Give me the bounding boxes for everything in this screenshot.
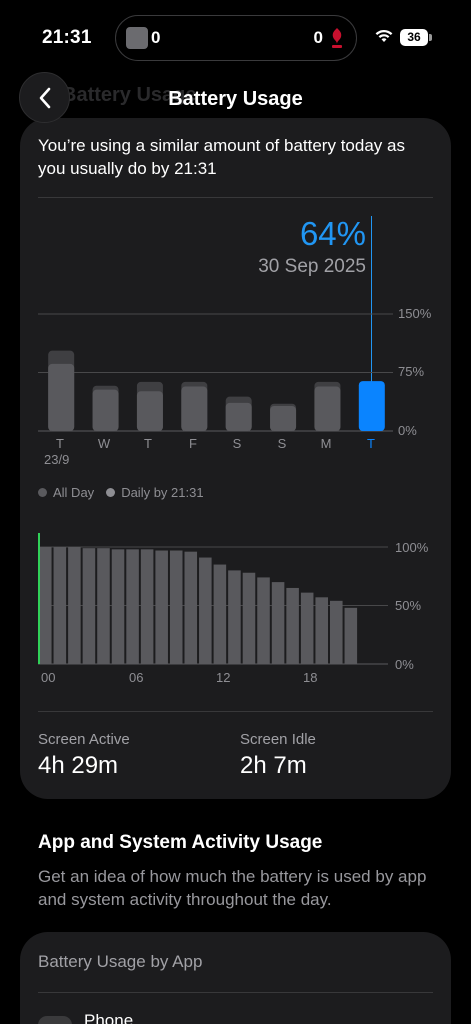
- week-start-date: 23/9: [44, 452, 70, 467]
- divider: [38, 992, 433, 993]
- hourly-xtick: 06: [129, 670, 144, 685]
- legend-label: All Day: [53, 485, 95, 500]
- divider: [38, 197, 433, 198]
- hourly-xtick: 12: [216, 670, 231, 685]
- screen-idle-label: Screen Idle: [240, 731, 316, 748]
- screen-idle-value: 2h 7m: [240, 752, 307, 779]
- hourly-ytick-50: 50%: [395, 598, 422, 613]
- section-description: Get an idea of how much the battery is u…: [38, 867, 427, 909]
- weekly-ytick-75: 75%: [398, 364, 425, 379]
- legend-label: Daily by 21:31: [121, 485, 204, 500]
- day-label[interactable]: T: [56, 436, 64, 451]
- app-row-name[interactable]: Phone: [84, 1011, 134, 1024]
- hourly-ytick-100: 100%: [395, 540, 429, 555]
- chart-legend: All Day Daily by 21:31: [38, 485, 204, 500]
- battery-level: 36: [400, 29, 428, 46]
- legend-item-daily-by: Daily by 21:31: [106, 485, 204, 500]
- usage-by-app-title: Battery Usage by App: [38, 952, 203, 971]
- selected-day-percentage: 64%: [299, 215, 366, 252]
- selection-indicator-line: [371, 216, 372, 382]
- divider: [38, 711, 433, 712]
- page-title: Battery Usage: [168, 88, 303, 110]
- day-label[interactable]: W: [97, 436, 111, 451]
- day-label[interactable]: S: [232, 436, 242, 451]
- weekly-ytick-0: 0%: [398, 423, 417, 438]
- live-activity-thumbnail: [126, 27, 148, 49]
- collapsed-large-title: Battery Usage: [62, 84, 197, 106]
- live-activity-left-score: 0: [151, 28, 161, 47]
- live-activity-right-score: 0: [313, 28, 323, 47]
- screen-active-label: Screen Active: [38, 731, 130, 748]
- usage-by-app-card: [20, 932, 451, 1024]
- day-label-selected[interactable]: T: [367, 436, 375, 451]
- hourly-xtick: 18: [303, 670, 318, 685]
- day-label[interactable]: F: [189, 436, 197, 451]
- status-time: 21:31: [42, 27, 92, 48]
- liverpool-crest-icon: [332, 28, 342, 48]
- day-label[interactable]: M: [320, 436, 332, 451]
- weekly-ytick-150: 150%: [398, 306, 432, 321]
- section-title: App and System Activity Usage: [38, 832, 323, 853]
- back-button[interactable]: [19, 72, 70, 123]
- legend-dot-icon: [106, 488, 116, 497]
- legend-dot-icon: [38, 488, 47, 497]
- battery-cap: [429, 34, 432, 41]
- day-label[interactable]: T: [144, 436, 152, 451]
- chevron-left-icon: [39, 87, 50, 108]
- status-bar: 21:31 0 0 36: [0, 0, 471, 76]
- usage-summary-text: You’re using a similar amount of battery…: [38, 136, 405, 178]
- screen-active-value: 4h 29m: [38, 752, 119, 779]
- hourly-xtick: 00: [41, 670, 56, 685]
- legend-item-all-day: All Day: [38, 485, 94, 500]
- day-label[interactable]: S: [277, 436, 287, 451]
- battery-icon: 36: [400, 29, 432, 46]
- phone-app-icon[interactable]: [38, 1016, 72, 1024]
- selected-day-date: 30 Sep 2025: [258, 256, 366, 277]
- hourly-ytick-0: 0%: [395, 657, 414, 672]
- battery-usage-card: [20, 118, 451, 799]
- dynamic-island-live-activity[interactable]: 0 0: [115, 15, 357, 61]
- wifi-icon: [375, 29, 393, 42]
